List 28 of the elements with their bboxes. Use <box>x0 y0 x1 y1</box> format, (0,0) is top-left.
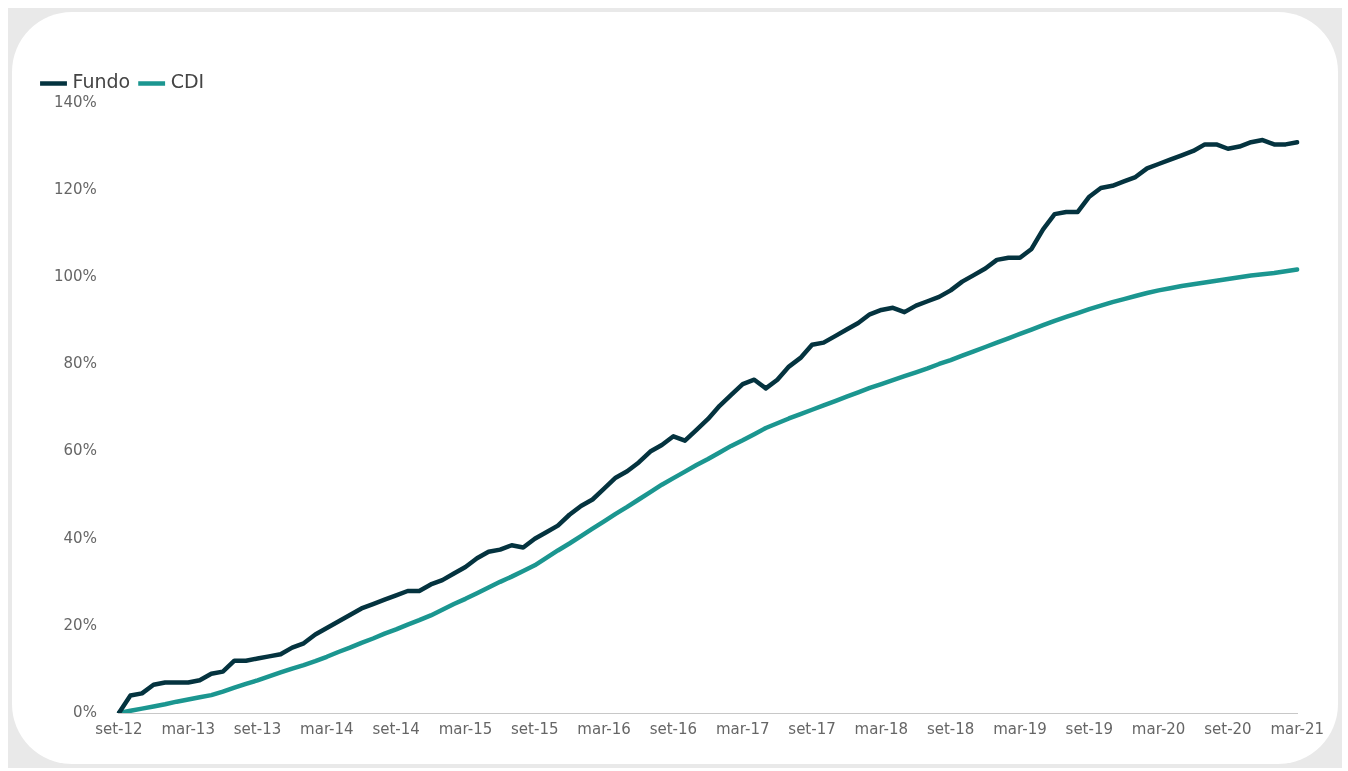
x-tick-label: set-16 <box>649 719 698 738</box>
x-tick-label: mar-16 <box>577 719 631 738</box>
x-tick-label: set-15 <box>511 719 559 738</box>
legend-label: CDI <box>170 70 205 93</box>
y-tick-label: 40% <box>63 528 97 547</box>
y-tick-label: 120% <box>53 180 97 199</box>
x-tick-label: mar-15 <box>438 719 493 738</box>
x-tick-label: set-19 <box>1065 719 1114 738</box>
x-tick-label: set-17 <box>788 719 836 738</box>
y-tick-label: 140% <box>53 92 97 111</box>
x-tick-label: set-14 <box>372 719 420 738</box>
x-tick-label: set-20 <box>1204 719 1252 738</box>
x-tick-label: set-12 <box>95 719 143 738</box>
y-tick-label: 80% <box>63 354 97 373</box>
x-tick-label: set-18 <box>926 719 975 738</box>
y-tick-label: 100% <box>53 267 97 286</box>
x-tick-label: mar-14 <box>300 719 354 738</box>
x-tick-label: mar-18 <box>854 719 909 738</box>
x-tick-label: mar-17 <box>715 719 770 738</box>
x-tick-label: set-13 <box>233 719 282 738</box>
x-tick-label: mar-13 <box>161 719 215 738</box>
legend-label: Fundo <box>72 70 131 93</box>
x-tick-label: mar-20 <box>1131 719 1186 738</box>
y-tick-label: 60% <box>63 441 97 460</box>
y-tick-label: 0% <box>73 702 97 721</box>
y-tick-label: 20% <box>63 615 97 634</box>
x-tick-label: mar-21 <box>1270 719 1324 738</box>
x-tick-label: mar-19 <box>993 719 1047 738</box>
